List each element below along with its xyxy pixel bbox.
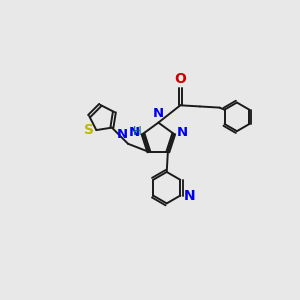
Text: N: N (117, 128, 128, 142)
Text: N: N (184, 188, 195, 203)
Text: H: H (133, 125, 141, 138)
Text: S: S (84, 123, 94, 137)
Text: N: N (153, 106, 164, 120)
Text: O: O (174, 72, 186, 86)
Text: N: N (129, 126, 140, 139)
Text: N: N (177, 126, 188, 139)
